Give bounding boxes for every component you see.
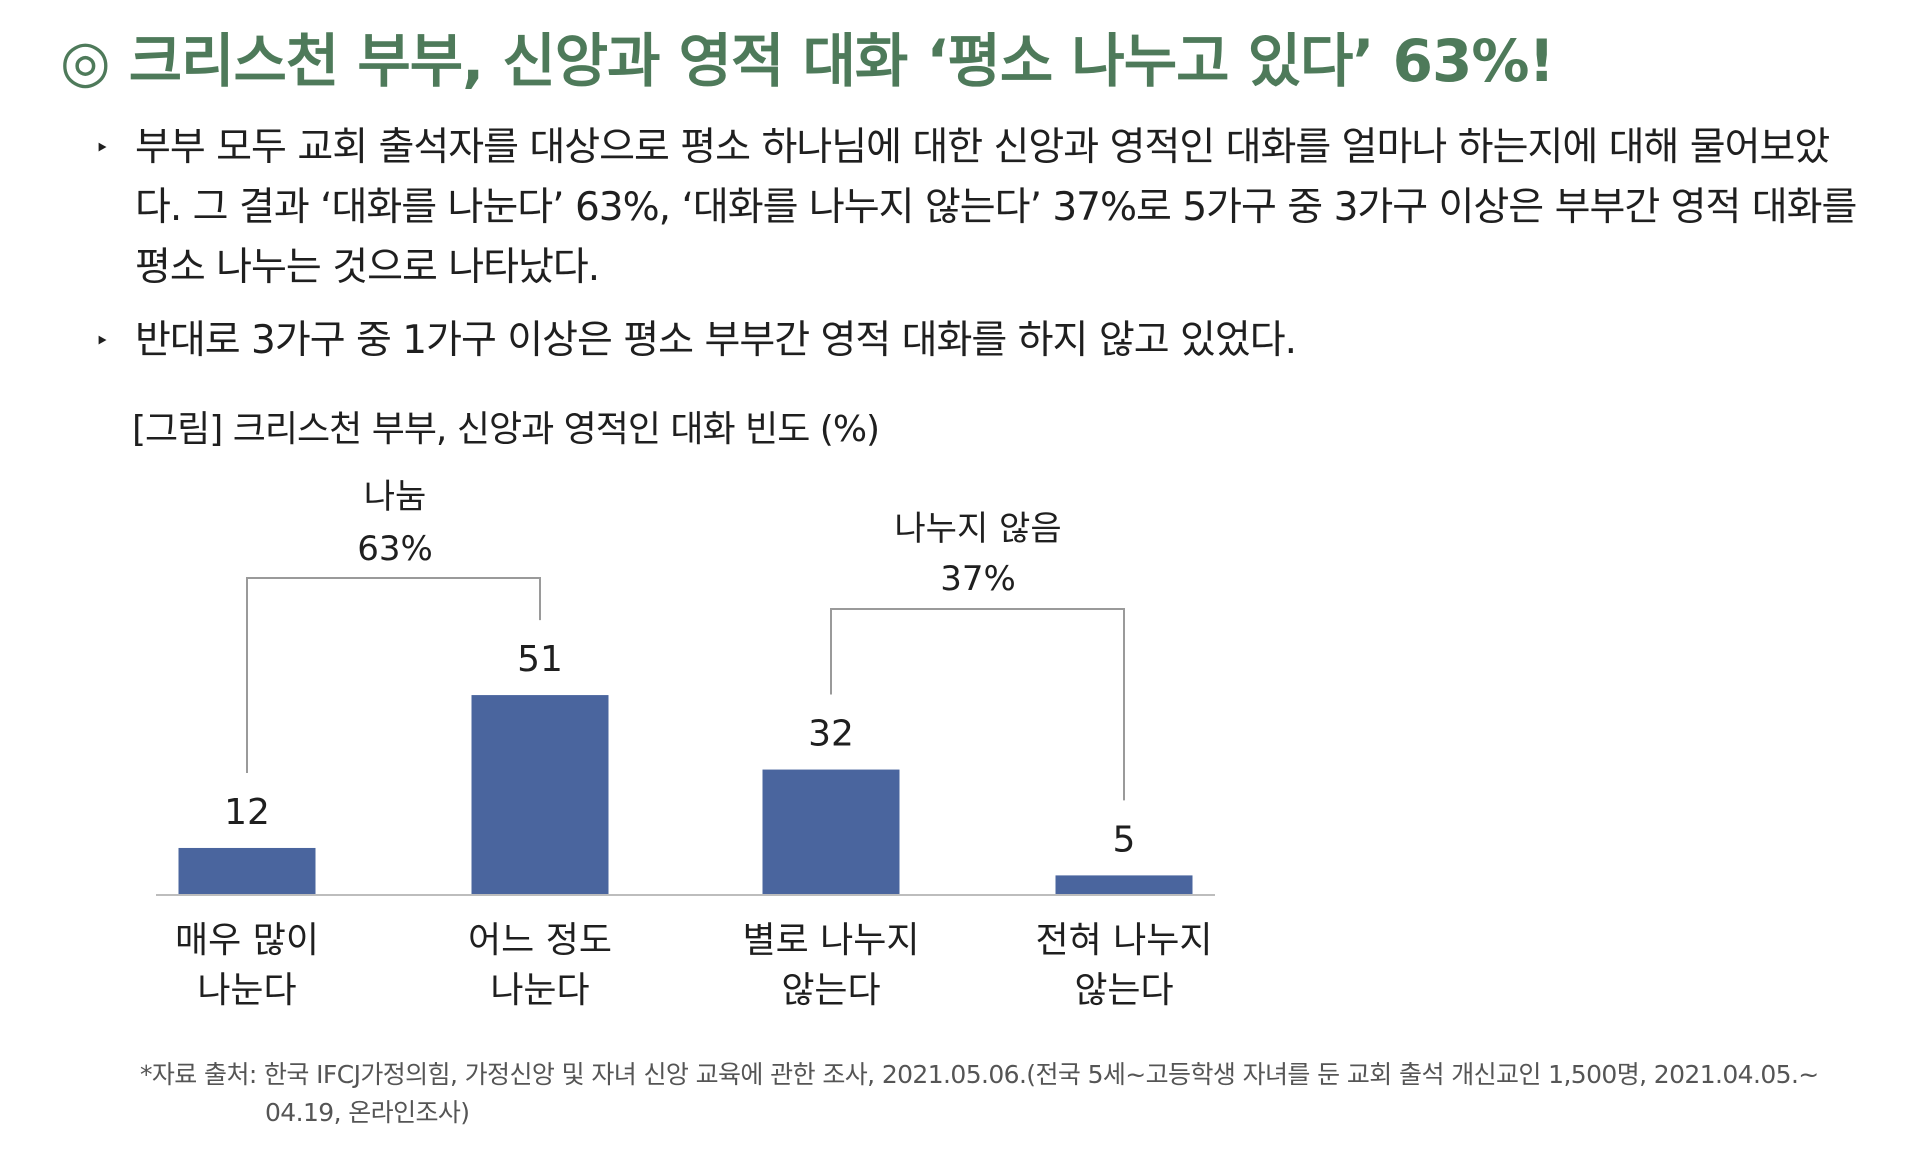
category-label: 어느 정도 <box>468 920 612 961</box>
source-note: *자료 출처: 한국 IFCJ가정의힘, 가정신앙 및 자녀 신앙 교육에 관한… <box>140 1056 1860 1132</box>
bar <box>471 695 609 895</box>
group-label: 나누지 않음 <box>894 509 1061 549</box>
bullet-text: 반대로 3가구 중 1가구 이상은 평소 부부간 영적 대화를 하지 않고 있었… <box>135 318 1297 363</box>
category-label: 나눈다 <box>490 970 589 1011</box>
data-label: 51 <box>517 639 563 680</box>
category-label: 별로 나누지 <box>742 920 919 961</box>
data-label: 12 <box>224 792 270 833</box>
page-title: ◎ 크리스천 부부, 신앙과 영적 대화 ‘평소 나누고 있다’ 63%! <box>60 27 1555 95</box>
source-line-2: 04.19, 온라인조사) <box>265 1098 470 1127</box>
figure-caption: [그림] 크리스천 부부, 신앙과 영적인 대화 빈도 (%) <box>132 409 880 450</box>
bullet-item: ‣ 부부 모두 교회 출석자를 대상으로 평소 하나님에 대한 신앙과 영적인 … <box>95 118 1875 298</box>
bullet-marker-icon: ‣ <box>95 327 109 355</box>
category-label: 매우 많이 <box>175 920 319 961</box>
category-label: 않는다 <box>1074 970 1173 1011</box>
bullet-marker-icon: ‣ <box>95 134 109 162</box>
group-bracket <box>246 577 541 773</box>
category-label: 나눈다 <box>197 970 296 1011</box>
category-label: 않는다 <box>781 970 880 1011</box>
group-bracket <box>830 608 1125 801</box>
bar <box>178 847 316 895</box>
bullet-text: 부부 모두 교회 출석자를 대상으로 평소 하나님에 대한 신앙과 영적인 대화… <box>135 125 1857 290</box>
category-label: 전혀 나누지 <box>1035 920 1212 961</box>
bullet-item: ‣ 반대로 3가구 중 1가구 이상은 평소 부부간 영적 대화를 하지 않고 … <box>95 311 1875 371</box>
group-value: 37% <box>940 559 1016 599</box>
group-label: 나눔 <box>364 477 427 517</box>
bullet-list: ‣ 부부 모두 교회 출석자를 대상으로 평소 하나님에 대한 신앙과 영적인 … <box>95 118 1875 384</box>
data-label: 32 <box>808 714 854 755</box>
group-value: 63% <box>357 529 433 569</box>
data-label: 5 <box>1113 819 1136 860</box>
bar <box>762 769 900 895</box>
source-line-1: *자료 출처: 한국 IFCJ가정의힘, 가정신앙 및 자녀 신앙 교육에 관한… <box>140 1060 1819 1089</box>
bar <box>1055 875 1193 895</box>
